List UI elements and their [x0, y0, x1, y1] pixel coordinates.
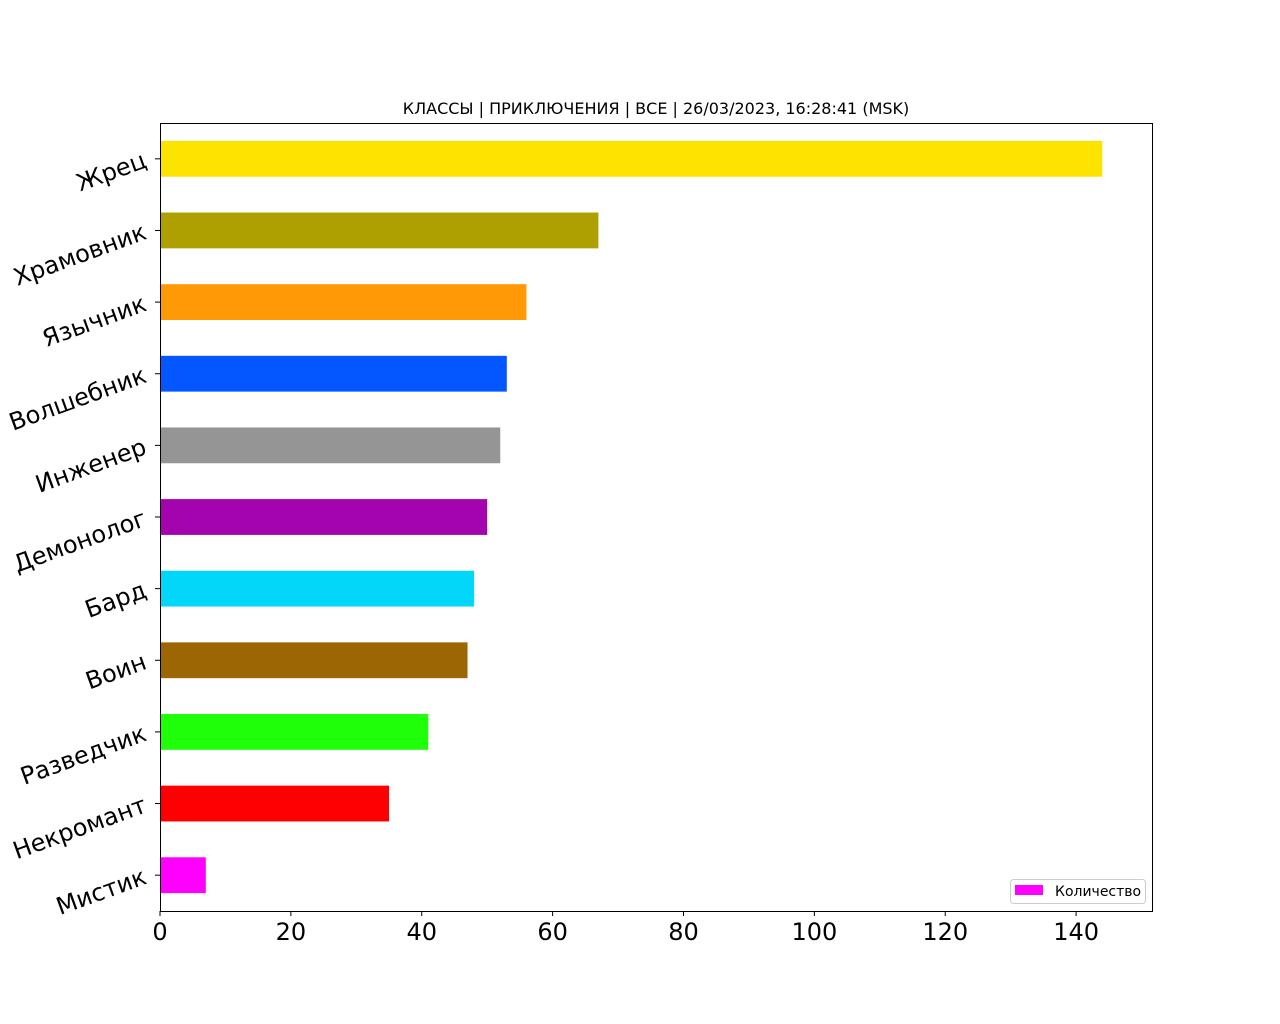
- bar: [160, 284, 527, 320]
- x-tick-label: 20: [276, 918, 307, 946]
- x-tick-label: 0: [152, 918, 167, 946]
- x-tick-label: 120: [922, 918, 968, 946]
- bars-group: [160, 140, 1103, 894]
- x-tick-label: 100: [791, 918, 837, 946]
- plot-frame: [160, 123, 1153, 912]
- x-axis: 0 20 40 60 80 100 120 140: [152, 911, 1099, 946]
- category-label: Волшебник: [5, 361, 150, 436]
- x-tick-label: 60: [537, 918, 568, 946]
- bar: [160, 857, 206, 894]
- bar: [160, 355, 507, 392]
- legend-box: [1010, 879, 1146, 904]
- bar: [160, 427, 501, 464]
- legend: Количество: [1010, 879, 1146, 904]
- category-label: Воин: [82, 648, 150, 696]
- bar: [160, 785, 390, 822]
- bar: [160, 714, 429, 750]
- category-label: Некромант: [9, 791, 150, 865]
- chart-title: КЛАССЫ | ПРИКЛЮЧЕНИЯ | ВСЕ | 26/03/2023,…: [403, 99, 910, 118]
- category-label: Разведчик: [17, 719, 150, 790]
- category-label: Язычник: [39, 289, 150, 352]
- bar: [160, 642, 468, 679]
- x-tick-label: 80: [668, 918, 699, 946]
- category-label: Бард: [81, 576, 150, 624]
- legend-swatch: [1015, 885, 1043, 895]
- category-label: Храмовник: [10, 218, 150, 292]
- x-tick-label: 140: [1053, 918, 1099, 946]
- x-tick-label: 40: [406, 918, 437, 946]
- category-label: Жрец: [73, 146, 150, 197]
- category-label: Инженер: [32, 433, 150, 499]
- category-label: Демонолог: [10, 504, 150, 578]
- bar: [160, 212, 599, 249]
- legend-label: Количество: [1055, 884, 1141, 900]
- bar: [160, 140, 1103, 177]
- bar: [160, 570, 475, 607]
- category-label: Мистик: [53, 863, 151, 921]
- bar: [160, 499, 488, 535]
